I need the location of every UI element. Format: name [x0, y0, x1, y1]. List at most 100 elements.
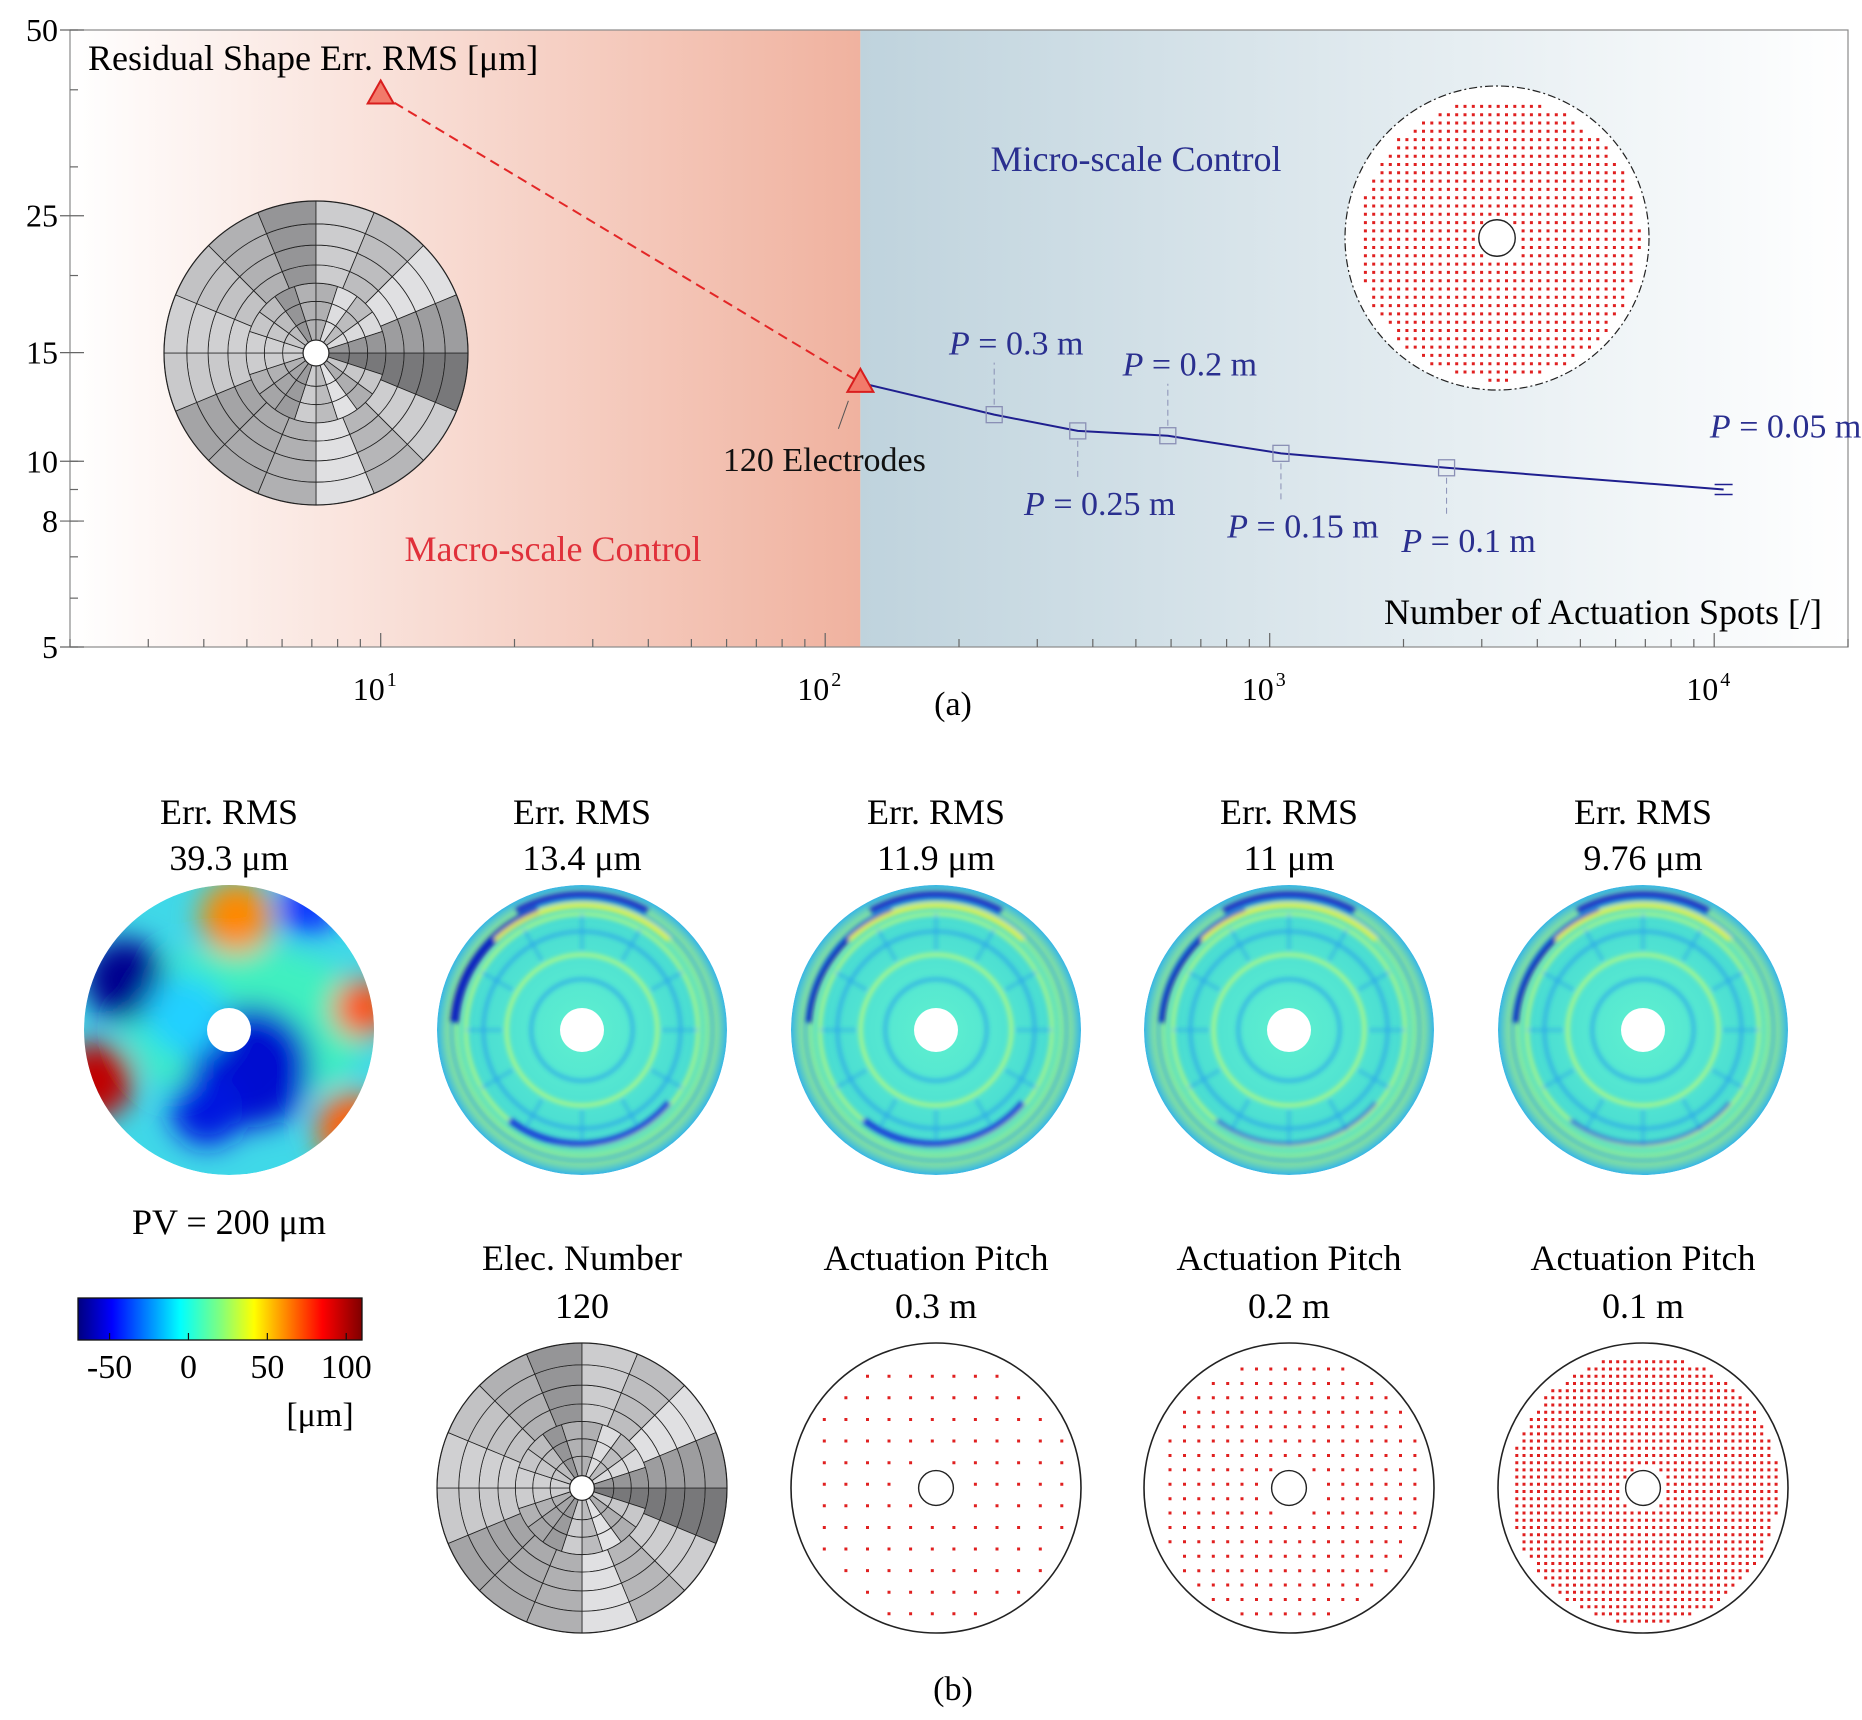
- layout-title: Actuation Pitch: [1177, 1238, 1402, 1278]
- map-edge-feature: [869, 891, 1003, 915]
- layout-3: Actuation Pitch 0.1 m: [1497, 1238, 1789, 1634]
- map-edge-feature: [515, 891, 649, 915]
- map-edge-feature: [847, 903, 1025, 942]
- annotation-value: = 0.15 m: [1248, 508, 1379, 545]
- map-title: Err. RMS: [1574, 792, 1712, 832]
- map-spoke: [523, 1098, 543, 1131]
- disk-hole: [1478, 219, 1516, 257]
- colorbar-tick-label: 50: [250, 1349, 284, 1386]
- y-tick-label: 25: [26, 198, 58, 234]
- map-edge-feature: [1200, 903, 1378, 942]
- map-hole: [1621, 1008, 1665, 1052]
- map-blob: [200, 885, 273, 954]
- error-map-2: Err. RMS 11.9 μm: [791, 792, 1081, 1175]
- square-marker: [1437, 459, 1456, 477]
- colorbar-unit: [μm]: [286, 1397, 353, 1434]
- map-spoke: [1188, 971, 1221, 991]
- map-title: Err. RMS: [513, 792, 651, 832]
- map-spoke: [975, 929, 995, 962]
- annotation-symbol: P: [1023, 486, 1045, 523]
- actuation-spots: [1363, 104, 1641, 382]
- map-spoke: [975, 1098, 995, 1131]
- electrodes-leader: [837, 400, 849, 430]
- series-line-0: [380, 93, 861, 384]
- square-marker: [1272, 444, 1290, 462]
- point-annotation: P = 0.15 m: [1226, 508, 1378, 545]
- map-spoke: [1711, 971, 1744, 991]
- panel-b-maps: Err. RMS 39.3 μm Err. RMS 13.4 μm Err. RMS 11…: [77, 792, 1789, 1634]
- x-tick-exponent: 3: [1276, 669, 1286, 691]
- electrodes-annotation: 120 Electrodes: [723, 442, 926, 479]
- map-spoke: [1542, 971, 1575, 991]
- map-spoke: [1711, 1069, 1744, 1089]
- map-edge-feature: [1569, 1101, 1732, 1146]
- x-tick-label: 10 3: [1242, 669, 1286, 707]
- panel-b-label: (b): [933, 1671, 973, 1708]
- map-value: 13.4 μm: [522, 838, 641, 878]
- error-map-4: Err. RMS 9.76 μm: [1498, 792, 1788, 1175]
- map-spoke: [1682, 1098, 1702, 1131]
- y-tick-label: 50: [26, 12, 58, 48]
- map-blob: [171, 1073, 244, 1146]
- annotation-value: = 0.3 m: [970, 326, 1084, 363]
- map-blob: [84, 1043, 134, 1119]
- map-title: Err. RMS: [867, 792, 1005, 832]
- colorbar-tick-label: -50: [87, 1349, 132, 1386]
- dot-layout-disk: [790, 1342, 1082, 1634]
- map-spoke: [650, 1069, 683, 1089]
- map-value: 39.3 μm: [169, 838, 288, 878]
- map-blob: [279, 885, 338, 936]
- dot-layout-disk: [1143, 1342, 1435, 1634]
- point-annotation: P = 0.05 m: [1709, 408, 1861, 445]
- pv-label: PV = 200 μm: [132, 1202, 326, 1242]
- map-spoke: [1328, 929, 1348, 962]
- inset-electrode-disk: [163, 200, 469, 506]
- y-axis-label: Residual Shape Err. RMS [μm]: [88, 38, 538, 78]
- micro-region-label: Micro-scale Control: [991, 139, 1282, 179]
- x-tick-label: 10 1: [353, 669, 397, 707]
- map-edge-feature: [1222, 891, 1356, 915]
- map-edge-feature: [1215, 1101, 1378, 1146]
- map-ring: [529, 977, 635, 1083]
- map-spoke: [1230, 929, 1250, 962]
- map-spoke: [877, 929, 897, 962]
- map-edge-feature: [1576, 891, 1710, 915]
- map-ring: [1236, 977, 1342, 1083]
- point-annotation: P = 0.3 m: [948, 326, 1083, 363]
- layout-1: Actuation Pitch 0.3 m: [790, 1238, 1082, 1634]
- y-tick-label: 5: [42, 629, 58, 665]
- layout-value: 0.3 m: [895, 1286, 977, 1326]
- panel-a-label: (a): [934, 686, 972, 723]
- annotation-symbol: P: [1226, 508, 1248, 545]
- map-blob: [84, 938, 166, 1020]
- map-spoke: [1004, 1069, 1037, 1089]
- map-ring: [505, 953, 659, 1107]
- series-lines: [380, 93, 1724, 491]
- disk-hole: [1624, 1469, 1662, 1507]
- panel-a-insets: [163, 85, 1650, 506]
- map-spoke: [481, 1069, 514, 1089]
- dot-layout-disk: [1497, 1342, 1789, 1634]
- map-edge-feature: [507, 1100, 672, 1147]
- disk-outline: [436, 1342, 728, 1634]
- layout-value: 0.1 m: [1602, 1286, 1684, 1326]
- disk-hole: [917, 1469, 955, 1507]
- colorbar-tick-label: 0: [180, 1349, 197, 1386]
- point-annotation: P = 0.2 m: [1122, 347, 1257, 384]
- map-hole: [560, 1008, 604, 1052]
- macro-region-label: Macro-scale Control: [405, 529, 702, 569]
- annotation-symbol: P: [1400, 523, 1422, 560]
- map-spoke: [1357, 971, 1390, 991]
- map-hole: [1267, 1008, 1311, 1052]
- map-spoke: [1357, 1069, 1390, 1089]
- annotation-symbol: P: [1709, 408, 1731, 445]
- map-features: [1157, 891, 1421, 1162]
- map-spoke: [1230, 1098, 1250, 1131]
- annotation-symbol: P: [1122, 347, 1144, 384]
- map-features: [804, 891, 1068, 1162]
- map-spoke: [621, 929, 641, 962]
- annotation-value: = 0.2 m: [1143, 347, 1257, 384]
- layout-2: Actuation Pitch 0.2 m: [1143, 1238, 1435, 1634]
- map-spoke: [1682, 929, 1702, 962]
